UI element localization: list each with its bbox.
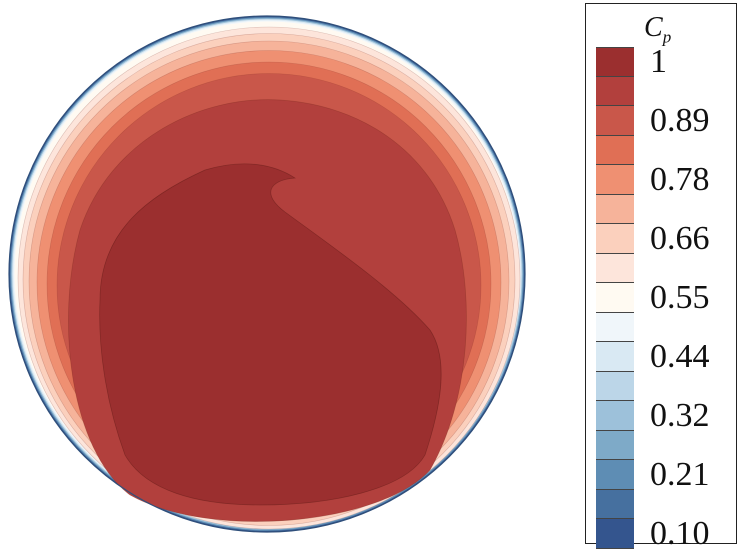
contour-bands bbox=[8, 15, 526, 533]
contour-band-max bbox=[99, 163, 442, 506]
disc-outline bbox=[8, 15, 526, 533]
colorbar-tick-label: 0.21 bbox=[650, 455, 710, 493]
colorbar-swatch bbox=[596, 106, 634, 136]
colorbar-tick-label: 1 bbox=[650, 42, 667, 80]
colorbar-tick-label: 0.44 bbox=[650, 337, 710, 375]
colorbar-swatch bbox=[596, 312, 634, 342]
colorbar-swatch bbox=[596, 194, 634, 224]
colorbar-tick-label: 0.89 bbox=[650, 101, 710, 139]
colorbar-swatch bbox=[596, 135, 634, 165]
colorbar-swatches bbox=[596, 47, 634, 549]
colorbar-swatch bbox=[596, 47, 634, 77]
colorbar-swatch bbox=[596, 253, 634, 283]
colorbar-title-main: C bbox=[644, 12, 663, 43]
colorbar-tick-label: 0.10 bbox=[650, 514, 710, 552]
colorbar-swatch bbox=[596, 460, 634, 490]
colorbar-title-sub: p bbox=[662, 27, 672, 47]
colorbar-tick-label: 0.55 bbox=[650, 278, 710, 316]
colorbar-tick-label: 0.78 bbox=[650, 160, 710, 198]
colorbar-swatch bbox=[596, 430, 634, 460]
colorbar-title: Cp bbox=[644, 14, 671, 46]
colorbar-swatch bbox=[596, 519, 634, 549]
colorbar-swatch bbox=[596, 224, 634, 254]
colorbar-swatch bbox=[596, 76, 634, 106]
colorbar-swatch bbox=[596, 283, 634, 313]
colorbar-tick-label: 0.66 bbox=[650, 219, 710, 257]
colorbar-tick-label: 0.32 bbox=[650, 396, 710, 434]
colorbar-swatch bbox=[596, 371, 634, 401]
colorbar-legend bbox=[585, 3, 737, 544]
colorbar-swatch bbox=[596, 165, 634, 195]
cp-contour-plot bbox=[8, 15, 526, 533]
colorbar-swatch bbox=[596, 342, 634, 372]
colorbar-swatch bbox=[596, 401, 634, 431]
colorbar-swatch bbox=[596, 489, 634, 519]
